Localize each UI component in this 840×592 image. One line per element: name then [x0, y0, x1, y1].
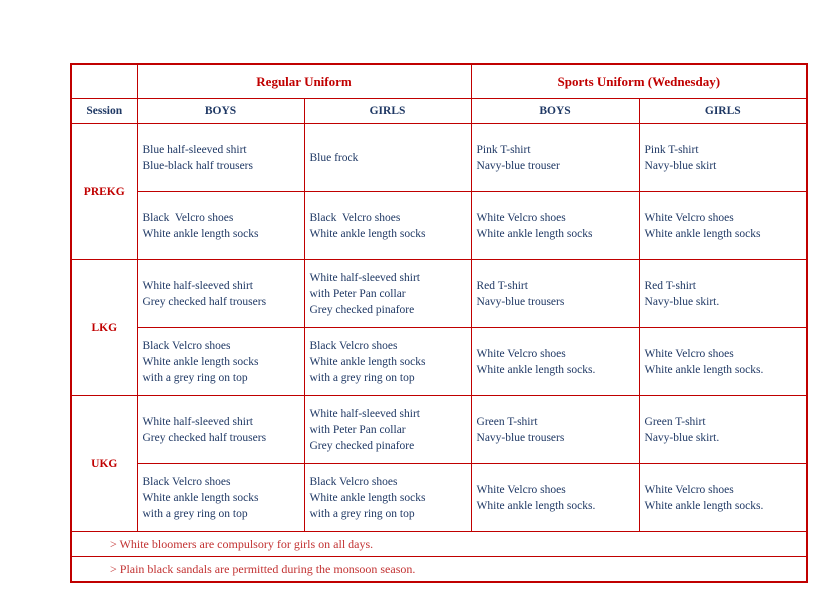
corner-cell: [70, 63, 138, 99]
cell-prekg-sports-boys-clothes: Pink T-shirt Navy-blue trouser: [470, 123, 640, 192]
session-column-header: Session: [70, 98, 138, 124]
ukg-footwear-row: Black Velcro shoes White ankle length so…: [71, 463, 808, 532]
session-cell-prekg: PREKG: [70, 123, 138, 260]
girls-regular-header: GIRLS: [303, 98, 472, 124]
boys-sports-header: BOYS: [470, 98, 640, 124]
note-row-sandals: > Plain black sandals are permitted duri…: [70, 556, 808, 583]
prekg-clothes-row: PREKG Blue half-sleeved shirt Blue-black…: [70, 123, 808, 260]
cell-lkg-sports-boys-footwear: White Velcro shoes White ankle length so…: [470, 327, 640, 396]
lkg-clothes-row: LKG White half-sleeved shirt Grey checke…: [70, 259, 808, 396]
session-cell-ukg: UKG: [70, 395, 138, 532]
cell-lkg-regular-boys-clothes: White half-sleeved shirt Grey checked ha…: [136, 259, 305, 328]
uniform-table: Regular Uniform Sports Uniform (Wednesda…: [70, 63, 809, 583]
column-header-row: Session BOYS GIRLS BOYS GIRLS: [70, 98, 808, 124]
cell-lkg-sports-girls-footwear: White Velcro shoes White ankle length so…: [638, 327, 808, 396]
group-header-row: Regular Uniform Sports Uniform (Wednesda…: [70, 63, 808, 99]
cell-prekg-sports-girls-clothes: Pink T-shirt Navy-blue skirt: [638, 123, 808, 192]
cell-ukg-regular-girls-clothes: White half-sleeved shirt with Peter Pan …: [303, 395, 472, 464]
cell-prekg-regular-girls-footwear: Black Velcro shoes White ankle length so…: [303, 191, 472, 260]
session-cell-lkg: LKG: [70, 259, 138, 396]
cell-lkg-sports-boys-clothes: Red T-shirt Navy-blue trousers: [470, 259, 640, 328]
girls-sports-header: GIRLS: [638, 98, 808, 124]
cell-lkg-regular-boys-footwear: Black Velcro shoes White ankle length so…: [136, 327, 305, 396]
note-bloomers: > White bloomers are compulsory for girl…: [70, 531, 808, 557]
note-sandals: > Plain black sandals are permitted duri…: [70, 556, 808, 583]
sports-uniform-header: Sports Uniform (Wednesday): [470, 63, 808, 99]
cell-ukg-sports-boys-clothes: Green T-shirt Navy-blue trousers: [470, 395, 640, 464]
cell-lkg-sports-girls-clothes: Red T-shirt Navy-blue skirt.: [638, 259, 808, 328]
cell-lkg-regular-girls-footwear: Black Velcro shoes White ankle length so…: [303, 327, 472, 396]
cell-lkg-regular-girls-clothes: White half-sleeved shirt with Peter Pan …: [303, 259, 472, 328]
boys-regular-header: BOYS: [136, 98, 305, 124]
prekg-footwear-row: Black Velcro shoes White ankle length so…: [71, 191, 808, 260]
cell-ukg-regular-boys-footwear: Black Velcro shoes White ankle length so…: [136, 463, 305, 532]
cell-ukg-sports-girls-clothes: Green T-shirt Navy-blue skirt.: [638, 395, 808, 464]
cell-prekg-sports-boys-footwear: White Velcro shoes White ankle length so…: [470, 191, 640, 260]
cell-ukg-regular-boys-clothes: White half-sleeved shirt Grey checked ha…: [136, 395, 305, 464]
note-row-bloomers: > White bloomers are compulsory for girl…: [70, 531, 808, 557]
regular-uniform-header: Regular Uniform: [136, 63, 472, 99]
cell-prekg-regular-girls-clothes: Blue frock: [303, 123, 472, 192]
cell-ukg-sports-girls-footwear: White Velcro shoes White ankle length so…: [638, 463, 808, 532]
cell-prekg-regular-boys-clothes: Blue half-sleeved shirt Blue-black half …: [136, 123, 305, 192]
cell-prekg-sports-girls-footwear: White Velcro shoes White ankle length so…: [638, 191, 808, 260]
lkg-footwear-row: Black Velcro shoes White ankle length so…: [71, 327, 808, 396]
ukg-clothes-row: UKG White half-sleeved shirt Grey checke…: [70, 395, 808, 532]
cell-ukg-regular-girls-footwear: Black Velcro shoes White ankle length so…: [303, 463, 472, 532]
cell-ukg-sports-boys-footwear: White Velcro shoes White ankle length so…: [470, 463, 640, 532]
cell-prekg-regular-boys-footwear: Black Velcro shoes White ankle length so…: [136, 191, 305, 260]
